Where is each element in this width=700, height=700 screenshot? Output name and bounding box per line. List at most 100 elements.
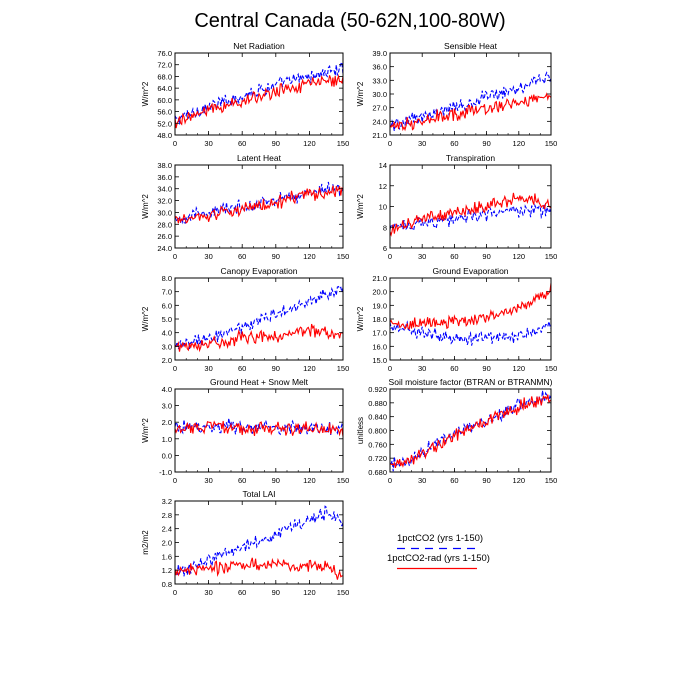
y-tick-label: 8.0: [162, 274, 172, 283]
x-tick-label: 120: [513, 364, 526, 373]
x-tick-label: 30: [204, 139, 212, 148]
x-tick-label: 120: [513, 476, 526, 485]
x-tick-label: 120: [303, 588, 316, 597]
y-tick-label: 6.0: [162, 301, 172, 310]
series-line-1pctco2-rad: [174, 557, 343, 580]
x-tick-label: 90: [272, 252, 280, 261]
y-axis-label: m2/m2: [141, 530, 150, 555]
x-tick-label: 30: [204, 364, 212, 373]
x-tick-label: 90: [272, 588, 280, 597]
y-tick-label: 26.0: [157, 232, 172, 241]
y-tick-label: 72.0: [157, 61, 172, 70]
y-tick-label: 20.0: [372, 288, 387, 297]
x-tick-label: 0: [388, 476, 392, 485]
x-tick-label: 150: [337, 588, 350, 597]
series-line-1pctco2-rad: [174, 323, 344, 353]
y-tick-label: 48.0: [157, 131, 172, 140]
x-tick-label: 30: [418, 252, 426, 261]
y-tick-label: 52.0: [157, 119, 172, 128]
x-tick-label: 30: [418, 139, 426, 148]
y-axis-label: unitless: [356, 417, 365, 444]
x-tick-label: 120: [513, 139, 526, 148]
y-tick-label: 1.0: [162, 435, 172, 444]
y-tick-label: 32.0: [157, 197, 172, 206]
series-line-1pctco2-rad: [389, 283, 552, 330]
x-tick-label: 90: [272, 364, 280, 373]
panel-title: Latent Heat: [237, 153, 282, 163]
y-tick-label: 19.0: [372, 301, 387, 310]
y-tick-label: 10: [379, 203, 387, 212]
y-tick-label: -1.0: [159, 468, 172, 477]
panel-8: 0 30 60 90 120 150 0.8 1.2 1.6 2.0 2.4 2.8 3.2 Total …: [141, 489, 349, 597]
panel-4: 0 30 60 90 120 150 2.0 3.0 4.0 5.0 6.0 7.0 8.0 Canopy…: [141, 266, 349, 373]
series-line-1pctco2-rad: [174, 420, 344, 437]
y-tick-label: 2.0: [162, 418, 172, 427]
x-tick-label: 150: [545, 364, 558, 373]
panel-title: Ground Heat + Snow Melt: [210, 377, 309, 387]
x-tick-label: 120: [303, 139, 316, 148]
y-tick-label: 0.0: [162, 451, 172, 460]
x-tick-label: 0: [173, 364, 177, 373]
x-tick-label: 90: [482, 252, 490, 261]
y-tick-label: 4.0: [162, 385, 172, 394]
panel-3: 0 30 60 90 120 150 6 8 10 12 14 Transpiration W/m^2: [356, 153, 557, 261]
series-line-1pctco2-rad: [389, 192, 552, 237]
series-line-1pctco2: [389, 203, 552, 232]
y-tick-label: 3.0: [162, 342, 172, 351]
x-tick-label: 0: [388, 139, 392, 148]
y-tick-label: 56.0: [157, 108, 172, 117]
y-tick-label: 0.760: [368, 440, 387, 449]
y-tick-label: 38.0: [157, 161, 172, 170]
x-tick-label: 0: [173, 588, 177, 597]
series-line-1pctco2: [174, 60, 344, 125]
y-tick-label: 68.0: [157, 72, 172, 81]
panel-title: Net Radiation: [233, 41, 285, 51]
x-tick-label: 60: [238, 364, 246, 373]
x-tick-label: 0: [388, 252, 392, 261]
y-tick-label: 0.840: [368, 413, 387, 422]
series-line-1pctco2: [389, 320, 552, 346]
x-tick-label: 90: [482, 364, 490, 373]
x-tick-label: 60: [238, 476, 246, 485]
y-tick-label: 39.0: [372, 49, 387, 58]
y-tick-label: 4.0: [162, 329, 172, 338]
y-tick-label: 0.680: [368, 468, 387, 477]
x-tick-label: 120: [303, 252, 316, 261]
x-tick-label: 60: [450, 476, 458, 485]
y-tick-label: 16.0: [372, 342, 387, 351]
y-tick-label: 30.0: [157, 208, 172, 217]
panel-title: Total LAI: [242, 489, 275, 499]
y-tick-label: 28.0: [157, 220, 172, 229]
y-tick-label: 3.0: [162, 402, 172, 411]
panel-title: Soil moisture factor (BTRAN or BTRANMN): [389, 377, 553, 387]
y-tick-label: 36.0: [157, 173, 172, 182]
panel-title: Sensible Heat: [444, 41, 498, 51]
series-line-1pctco2-rad: [174, 185, 344, 224]
y-tick-label: 24.0: [157, 244, 172, 253]
series-line-1pctco2-rad: [174, 74, 344, 129]
x-tick-label: 0: [173, 252, 177, 261]
x-tick-label: 60: [238, 139, 246, 148]
legend: 1pctCO2 (yrs 1-150) 1pctCO2-rad (yrs 1-1…: [387, 533, 490, 570]
x-tick-label: 120: [303, 476, 316, 485]
panel-grid: 0 30 60 90 120 15048.052.056.060.064.068.072.…: [141, 41, 557, 597]
y-tick-label: 1.6: [162, 552, 172, 561]
legend-entry-1pctco2-rad: 1pctCO2-rad (yrs 1-150): [387, 553, 490, 564]
y-tick-label: 2.0: [162, 356, 172, 365]
series-line-1pctco2-rad: [389, 92, 552, 132]
x-tick-label: 150: [337, 139, 350, 148]
x-tick-label: 0: [388, 364, 392, 373]
x-tick-label: 60: [450, 252, 458, 261]
series-line-1pctco2: [389, 390, 552, 472]
y-tick-label: 33.0: [372, 76, 387, 85]
panel-7: 0 30 60 90 120 150 0.680 0.720 0.760 0.800 0.840 0.…: [356, 377, 557, 485]
x-tick-label: 0: [173, 476, 177, 485]
x-tick-label: 150: [545, 252, 558, 261]
y-axis-label: W/m^2: [141, 194, 150, 219]
y-tick-label: 5.0: [162, 315, 172, 324]
x-tick-label: 150: [337, 476, 350, 485]
x-tick-label: 120: [303, 364, 316, 373]
series-line-1pctco2: [174, 505, 344, 577]
panel-0: 0 30 60 90 120 150 48.0 52.0 56.0 60.0 64.0 68.0 72.…: [141, 41, 349, 148]
